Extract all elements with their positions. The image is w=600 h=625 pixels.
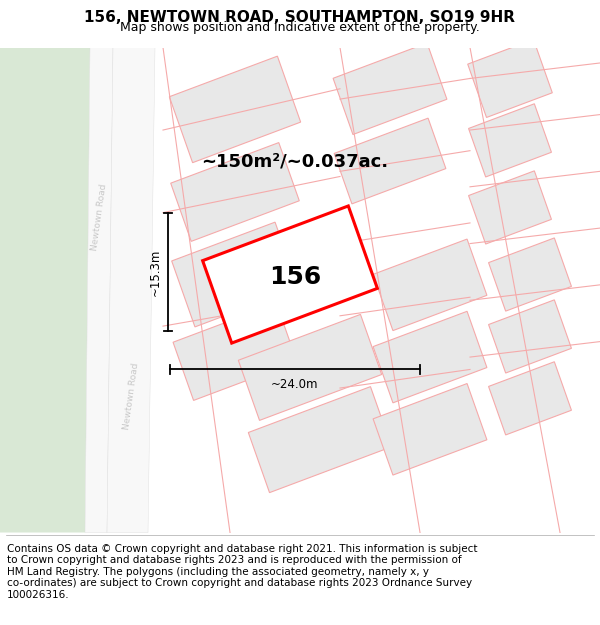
Polygon shape	[373, 311, 487, 403]
Text: ~15.3m: ~15.3m	[149, 248, 162, 296]
Polygon shape	[334, 118, 446, 204]
Polygon shape	[333, 43, 447, 134]
Text: ~24.0m: ~24.0m	[271, 378, 319, 391]
Polygon shape	[107, 48, 155, 532]
Text: Newtown Road: Newtown Road	[90, 183, 108, 251]
Polygon shape	[488, 362, 571, 435]
Polygon shape	[488, 238, 571, 311]
Text: ~150m²/~0.037ac.: ~150m²/~0.037ac.	[202, 152, 389, 170]
Polygon shape	[203, 206, 377, 343]
Text: Contains OS data © Crown copyright and database right 2021. This information is : Contains OS data © Crown copyright and d…	[7, 544, 478, 600]
Polygon shape	[169, 56, 301, 162]
Polygon shape	[373, 239, 487, 331]
Text: 156, NEWTOWN ROAD, SOUTHAMPTON, SO19 9HR: 156, NEWTOWN ROAD, SOUTHAMPTON, SO19 9HR	[85, 9, 515, 24]
Polygon shape	[85, 48, 113, 532]
Text: Map shows position and indicative extent of the property.: Map shows position and indicative extent…	[120, 21, 480, 34]
Text: Newtown Road: Newtown Road	[122, 362, 140, 431]
Polygon shape	[248, 387, 392, 492]
Polygon shape	[172, 222, 298, 327]
Polygon shape	[469, 104, 551, 177]
Text: 156: 156	[269, 264, 321, 289]
Polygon shape	[0, 48, 90, 532]
Polygon shape	[238, 314, 382, 421]
Polygon shape	[171, 142, 299, 241]
Polygon shape	[373, 384, 487, 475]
Polygon shape	[469, 171, 551, 244]
Polygon shape	[488, 300, 571, 373]
Polygon shape	[468, 39, 552, 118]
Polygon shape	[173, 303, 297, 401]
